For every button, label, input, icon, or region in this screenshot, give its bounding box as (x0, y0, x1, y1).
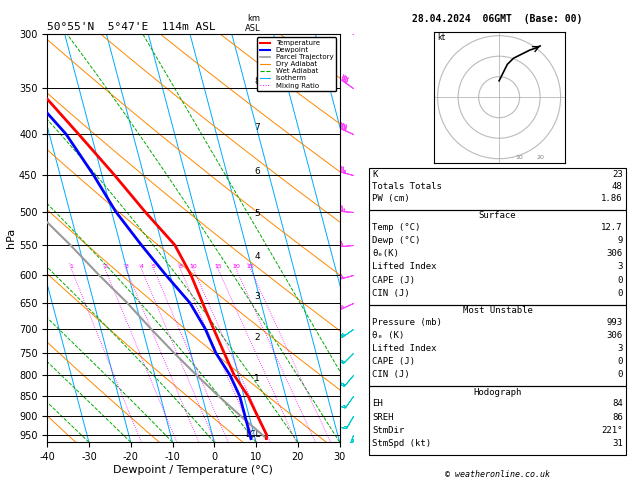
Text: Surface: Surface (479, 211, 516, 221)
Text: 15: 15 (214, 264, 222, 269)
Text: 2: 2 (103, 264, 108, 269)
Text: Hodograph: Hodograph (474, 388, 521, 397)
Text: 23: 23 (612, 170, 623, 179)
Text: Dewp (°C): Dewp (°C) (372, 236, 421, 245)
Text: 306: 306 (606, 249, 623, 259)
Text: Lifted Index: Lifted Index (372, 262, 437, 272)
Text: Pressure (mb): Pressure (mb) (372, 318, 442, 327)
Text: 20: 20 (536, 155, 544, 160)
Text: 28.04.2024  06GMT  (Base: 00): 28.04.2024 06GMT (Base: 00) (413, 15, 582, 24)
X-axis label: Dewpoint / Temperature (°C): Dewpoint / Temperature (°C) (113, 465, 274, 475)
Text: 3: 3 (617, 262, 623, 272)
Text: 0: 0 (617, 289, 623, 298)
Text: 48: 48 (612, 182, 623, 191)
Text: Lifted Index: Lifted Index (372, 344, 437, 353)
Text: 3: 3 (124, 264, 128, 269)
Text: kt: kt (438, 33, 446, 42)
Text: SREH: SREH (372, 413, 394, 422)
Text: 25: 25 (247, 264, 255, 269)
Text: θₑ (K): θₑ (K) (372, 331, 404, 340)
Text: 86: 86 (612, 413, 623, 422)
Text: 10: 10 (516, 155, 523, 160)
Text: EH: EH (372, 399, 383, 409)
Text: CIN (J): CIN (J) (372, 289, 410, 298)
Text: 50°55'N  5°47'E  114m ASL: 50°55'N 5°47'E 114m ASL (47, 22, 216, 32)
Text: K: K (372, 170, 378, 179)
Text: CIN (J): CIN (J) (372, 370, 410, 380)
Text: 0: 0 (617, 370, 623, 380)
Text: 10: 10 (190, 264, 198, 269)
Text: 7: 7 (255, 122, 260, 132)
Text: 1: 1 (255, 374, 260, 383)
Text: 8: 8 (179, 264, 182, 269)
Text: 8: 8 (255, 77, 260, 86)
Text: 306: 306 (606, 331, 623, 340)
Text: StmDir: StmDir (372, 426, 404, 435)
Y-axis label: hPa: hPa (6, 228, 16, 248)
Text: 84: 84 (612, 399, 623, 409)
Text: 1.86: 1.86 (601, 194, 623, 204)
Text: 0: 0 (617, 276, 623, 285)
Text: LCL: LCL (245, 430, 260, 439)
Text: 993: 993 (606, 318, 623, 327)
Text: 0: 0 (617, 357, 623, 366)
Text: km
ASL: km ASL (245, 14, 260, 33)
Text: 2: 2 (255, 332, 260, 342)
Text: 12.7: 12.7 (601, 223, 623, 232)
Text: 5: 5 (152, 264, 156, 269)
Text: 20: 20 (232, 264, 240, 269)
Text: 3: 3 (617, 344, 623, 353)
Text: © weatheronline.co.uk: © weatheronline.co.uk (445, 469, 550, 479)
Text: StmSpd (kt): StmSpd (kt) (372, 439, 431, 448)
Legend: Temperature, Dewpoint, Parcel Trajectory, Dry Adiabat, Wet Adiabat, Isotherm, Mi: Temperature, Dewpoint, Parcel Trajectory… (257, 37, 336, 91)
Text: 4: 4 (140, 264, 143, 269)
Text: 9: 9 (617, 236, 623, 245)
Text: 3: 3 (255, 292, 260, 301)
Text: 4: 4 (255, 252, 260, 260)
Text: 1: 1 (70, 264, 74, 269)
Text: 5: 5 (255, 209, 260, 218)
Text: CAPE (J): CAPE (J) (372, 357, 415, 366)
Text: PW (cm): PW (cm) (372, 194, 410, 204)
Text: CAPE (J): CAPE (J) (372, 276, 415, 285)
Text: Totals Totals: Totals Totals (372, 182, 442, 191)
Text: θₑ(K): θₑ(K) (372, 249, 399, 259)
Text: Temp (°C): Temp (°C) (372, 223, 421, 232)
Text: 6: 6 (255, 168, 260, 176)
Text: Most Unstable: Most Unstable (462, 306, 533, 315)
Text: 221°: 221° (601, 426, 623, 435)
Text: 31: 31 (612, 439, 623, 448)
